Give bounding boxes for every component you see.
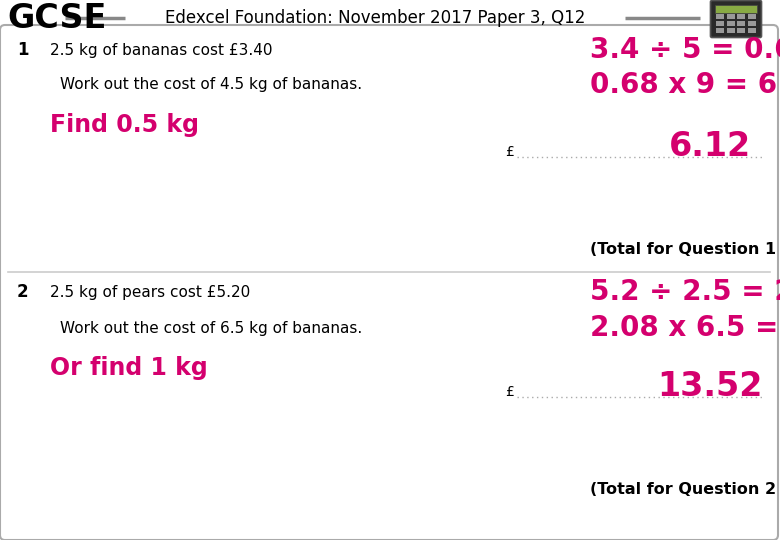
Bar — [747, 14, 756, 19]
Bar — [747, 28, 756, 33]
Bar — [726, 28, 735, 33]
Text: 2.5 kg of pears cost £5.20: 2.5 kg of pears cost £5.20 — [50, 285, 250, 300]
Bar — [716, 21, 724, 26]
Text: £: £ — [505, 385, 514, 399]
Bar — [715, 5, 757, 13]
Text: 2: 2 — [17, 283, 29, 301]
Text: 1: 1 — [17, 41, 29, 59]
Text: Edexcel Foundation: November 2017 Paper 3, Q12: Edexcel Foundation: November 2017 Paper … — [165, 9, 585, 27]
Text: 3.4 ÷ 5 = 0.68: 3.4 ÷ 5 = 0.68 — [590, 36, 780, 64]
Bar — [747, 21, 756, 26]
Text: 2.5 kg of bananas cost £3.40: 2.5 kg of bananas cost £3.40 — [50, 43, 272, 57]
Text: Work out the cost of 6.5 kg of bananas.: Work out the cost of 6.5 kg of bananas. — [60, 321, 362, 335]
Text: 6.12: 6.12 — [669, 131, 751, 164]
Text: £: £ — [505, 145, 514, 159]
Text: (Total for Question 1 is 2 marks): (Total for Question 1 is 2 marks) — [590, 242, 780, 258]
Text: (Total for Question 2 is 2 marks): (Total for Question 2 is 2 marks) — [590, 483, 780, 497]
Text: Or find 1 kg: Or find 1 kg — [50, 356, 207, 380]
Text: Find 0.5 kg: Find 0.5 kg — [50, 113, 199, 137]
Bar — [726, 21, 735, 26]
Bar — [716, 14, 724, 19]
Text: GCSE: GCSE — [7, 2, 106, 35]
Text: Work out the cost of 4.5 kg of bananas.: Work out the cost of 4.5 kg of bananas. — [60, 78, 362, 92]
Text: 0.68 x 9 = 6.12: 0.68 x 9 = 6.12 — [590, 71, 780, 99]
Bar — [726, 14, 735, 19]
Text: 2.08 x 6.5 = 13.52: 2.08 x 6.5 = 13.52 — [590, 314, 780, 342]
Bar — [737, 21, 745, 26]
Bar — [716, 28, 724, 33]
Bar — [737, 14, 745, 19]
FancyBboxPatch shape — [0, 25, 778, 540]
Text: 5.2 ÷ 2.5 = 2.08: 5.2 ÷ 2.5 = 2.08 — [590, 278, 780, 306]
FancyBboxPatch shape — [711, 1, 761, 37]
Bar — [737, 28, 745, 33]
Text: 13.52: 13.52 — [658, 370, 763, 403]
